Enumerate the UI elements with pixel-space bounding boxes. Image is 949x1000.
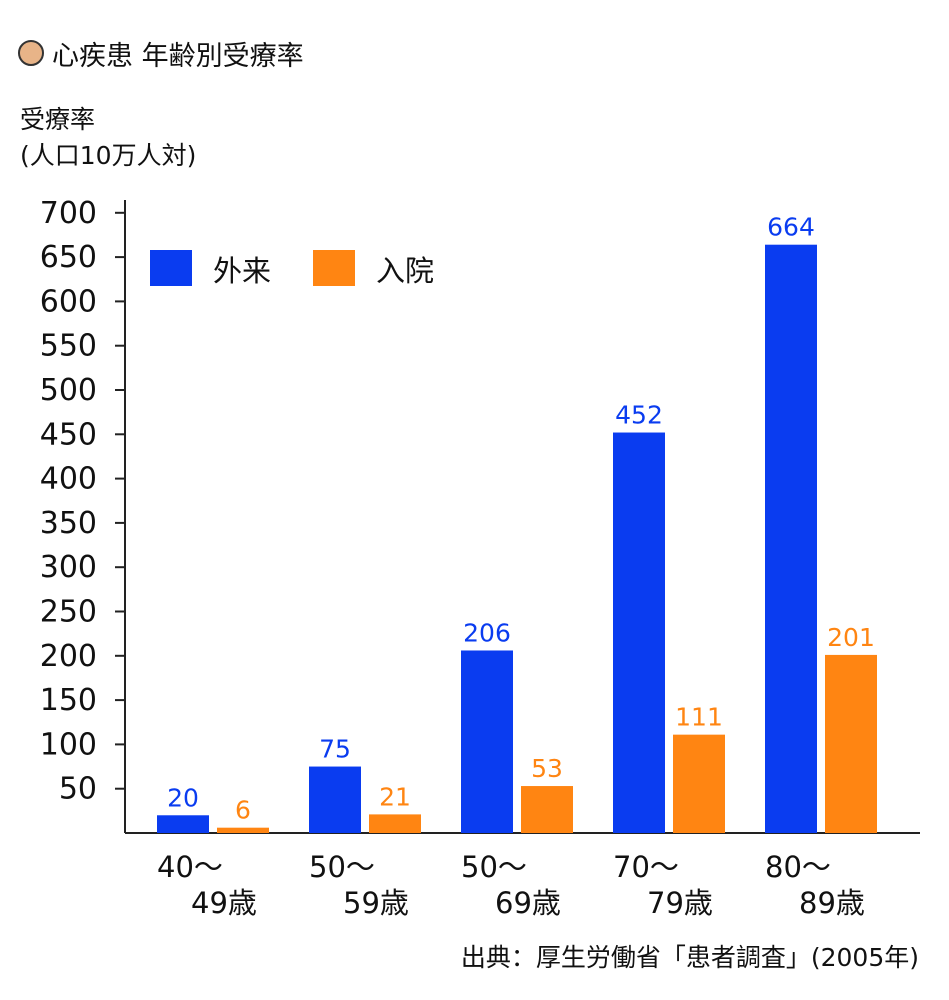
bar-inpatient	[673, 734, 725, 833]
legend-swatch-inpatient	[313, 250, 355, 286]
source-note: 出典：厚生労働省「患者調査」(2005年)	[460, 943, 919, 972]
data-label-inpatient: 6	[235, 796, 251, 825]
bar-outpatient	[765, 244, 817, 834]
y-tick-label: 50	[59, 772, 97, 807]
x-tick-label-line1: 50～	[309, 850, 375, 884]
y-axis-label-line1: 受療率	[20, 105, 96, 134]
data-label-outpatient: 452	[615, 401, 663, 430]
data-label-outpatient: 75	[319, 735, 351, 764]
y-tick-label: 400	[40, 462, 97, 497]
x-tick-label-line2: 59歳	[343, 886, 409, 920]
y-tick-label: 100	[40, 727, 97, 762]
bar-outpatient	[613, 432, 665, 833]
data-label-inpatient: 21	[379, 782, 411, 811]
x-tick-label-line1: 70～	[613, 850, 679, 884]
y-tick-label: 650	[40, 240, 97, 275]
y-tick-label: 250	[40, 595, 97, 630]
legend-swatch-outpatient	[150, 250, 192, 286]
bar-outpatient	[157, 815, 209, 833]
y-tick-label: 500	[40, 373, 97, 408]
data-label-outpatient: 206	[463, 618, 511, 647]
bar-outpatient	[309, 766, 361, 833]
y-tick-label: 600	[40, 284, 97, 319]
x-tick-label-line2: 89歳	[799, 886, 865, 920]
y-tick-label: 350	[40, 506, 97, 541]
legend-label-inpatient: 入院	[376, 254, 434, 288]
x-tick-label-line2: 49歳	[191, 886, 257, 920]
chart-title-text: 心疾患 年齢別受療率	[52, 40, 304, 72]
bar-inpatient	[369, 814, 421, 833]
y-tick-label: 150	[40, 683, 97, 718]
bar-inpatient	[825, 654, 877, 833]
data-label-outpatient: 664	[767, 213, 815, 242]
y-tick-label: 300	[40, 550, 97, 585]
title-dot-icon	[18, 40, 44, 66]
y-tick-label: 550	[40, 329, 97, 364]
bar-outpatient	[461, 650, 513, 833]
bar-inpatient	[217, 827, 269, 833]
x-tick-label-line1: 40～	[157, 850, 223, 884]
legend-label-outpatient: 外来	[213, 254, 271, 288]
data-label-outpatient: 20	[167, 783, 199, 812]
bar-inpatient	[521, 786, 573, 833]
x-tick-label-line1: 80～	[765, 850, 831, 884]
y-axis-label-line2: (人口10万人対)	[20, 141, 197, 170]
x-tick-label-line2: 69歳	[495, 886, 561, 920]
x-tick-label-line1: 50～	[461, 850, 527, 884]
data-label-inpatient: 53	[531, 754, 563, 783]
y-tick-label: 700	[40, 196, 97, 231]
x-tick-label-line2: 79歳	[647, 886, 713, 920]
data-label-inpatient: 111	[675, 703, 723, 732]
data-label-inpatient: 201	[827, 623, 875, 652]
y-tick-label: 450	[40, 417, 97, 452]
chart-title: 心疾患 年齢別受療率	[18, 36, 304, 72]
y-tick-label: 200	[40, 639, 97, 674]
y-axis-label: 受療率 (人口10万人対)	[20, 102, 196, 174]
